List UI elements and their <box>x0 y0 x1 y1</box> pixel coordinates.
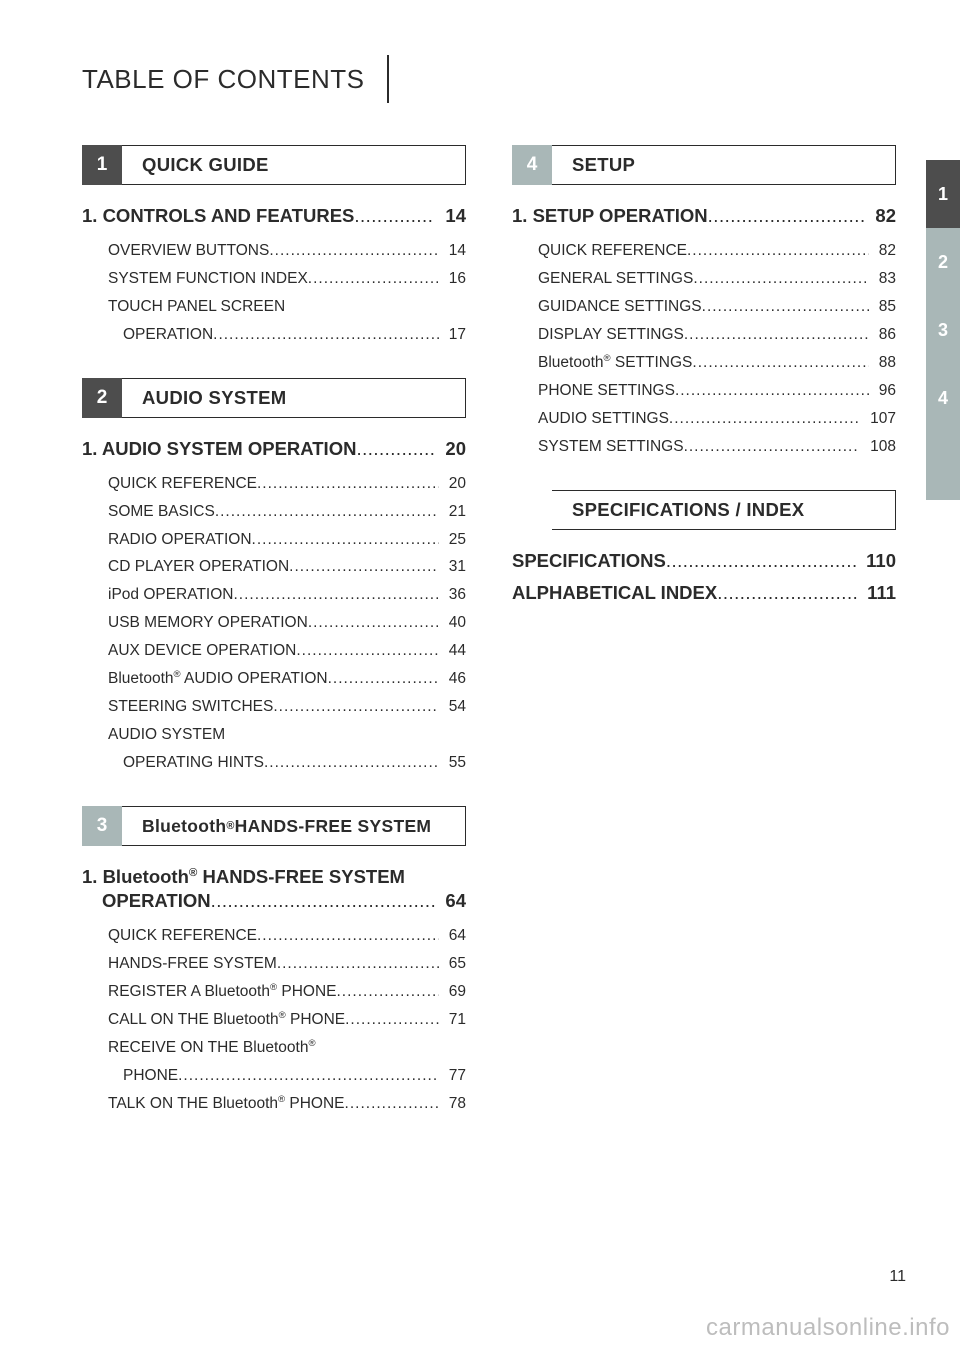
toc-entry: QUICK REFERENCE ........................… <box>538 241 896 262</box>
toc-entry: CD PLAYER OPERATION ....................… <box>108 557 466 578</box>
toc-entry: GENERAL SETTINGS .......................… <box>538 269 896 290</box>
left-column: 1 QUICK GUIDE 1. CONTROLS AND FEATURES .… <box>82 145 466 1147</box>
section-tab-setup: 4 SETUP <box>512 145 896 185</box>
toc-entry: PHONE SETTINGS .........................… <box>538 381 896 402</box>
toc-entry: Bluetooth® AUDIO OPERATION .............… <box>108 669 466 690</box>
section-tab-bluetooth-handsfree: 3 Bluetooth® HANDS-FREE SYSTEM <box>82 806 466 846</box>
toc-entry: SYSTEM FUNCTION INDEX ..................… <box>108 269 466 290</box>
index-entry: ALPHABETICAL INDEX .....................… <box>512 582 896 604</box>
page-header: TABLE OF CONTENTS <box>82 55 920 103</box>
side-tab-3[interactable]: 3 <box>926 296 960 364</box>
chapter-heading: 1. AUDIO SYSTEM OPERATION ..............… <box>82 438 466 460</box>
side-tab-5[interactable] <box>926 432 960 500</box>
toc-entry: CALL ON THE Bluetooth® PHONE ...........… <box>108 1010 466 1031</box>
section-number: 1 <box>82 145 122 185</box>
page-number: 11 <box>889 1268 906 1286</box>
toc-entry: RADIO OPERATION ........................… <box>108 530 466 551</box>
section-tab-specifications-index: SPECIFICATIONS / INDEX <box>512 490 896 530</box>
toc-entry: AUDIO SYSTEM <box>108 725 466 746</box>
section-title: SPECIFICATIONS / INDEX <box>568 490 895 530</box>
chapter-heading: 1. Bluetooth® HANDS-FREE SYSTEMOPERATION… <box>82 866 466 912</box>
toc-entry: SOME BASICS ............................… <box>108 502 466 523</box>
toc-entry: TALK ON THE Bluetooth® PHONE ...........… <box>108 1094 466 1115</box>
toc-entry: iPod OPERATION .........................… <box>108 585 466 606</box>
toc-entry: GUIDANCE SETTINGS ......................… <box>538 297 896 318</box>
side-tab-2[interactable]: 2 <box>926 228 960 296</box>
index-entry: SPECIFICATIONS .........................… <box>512 550 896 572</box>
toc-entry: OVERVIEW BUTTONS .......................… <box>108 241 466 262</box>
header-divider <box>387 55 389 103</box>
entry-list: QUICK REFERENCE ........................… <box>538 241 896 458</box>
toc-entry: Bluetooth® SETTINGS ....................… <box>538 353 896 374</box>
section-number: 2 <box>82 378 122 418</box>
toc-entry-cont: OPERATION ..............................… <box>108 325 466 346</box>
toc-entry: RECEIVE ON THE Bluetooth® <box>108 1038 466 1059</box>
section-title: SETUP <box>568 145 895 185</box>
section-tab-quick-guide: 1 QUICK GUIDE <box>82 145 466 185</box>
toc-entry-cont: PHONE ..................................… <box>108 1066 466 1087</box>
entry-list: QUICK REFERENCE ........................… <box>108 926 466 1115</box>
content-columns: 1 QUICK GUIDE 1. CONTROLS AND FEATURES .… <box>82 145 920 1147</box>
toc-entry: AUDIO SETTINGS .........................… <box>538 409 896 430</box>
section-title: QUICK GUIDE <box>138 145 465 185</box>
section-tab-audio-system: 2 AUDIO SYSTEM <box>82 378 466 418</box>
toc-entry: HANDS-FREE SYSTEM ......................… <box>108 954 466 975</box>
chapter-heading: 1. CONTROLS AND FEATURES ...............… <box>82 205 466 227</box>
section-number: 4 <box>512 145 552 185</box>
entry-list: OVERVIEW BUTTONS .......................… <box>108 241 466 346</box>
section-title: Bluetooth® HANDS-FREE SYSTEM <box>138 806 465 846</box>
toc-entry: QUICK REFERENCE ........................… <box>108 926 466 947</box>
toc-entry: QUICK REFERENCE ........................… <box>108 474 466 495</box>
side-tabs: 1 2 3 4 <box>926 160 960 500</box>
section-number: 3 <box>82 806 122 846</box>
page: TABLE OF CONTENTS 1 QUICK GUIDE 1. CONTR… <box>0 0 960 1360</box>
side-tab-4[interactable]: 4 <box>926 364 960 432</box>
toc-entry: REGISTER A Bluetooth® PHONE ............… <box>108 982 466 1003</box>
chapter-heading: 1. SETUP OPERATION .....................… <box>512 205 896 227</box>
side-tab-1[interactable]: 1 <box>926 160 960 228</box>
toc-entry: TOUCH PANEL SCREEN <box>108 297 466 318</box>
toc-entry: DISPLAY SETTINGS .......................… <box>538 325 896 346</box>
toc-entry: USB MEMORY OPERATION ...................… <box>108 613 466 634</box>
toc-entry-cont: OPERATING HINTS ........................… <box>108 753 466 774</box>
watermark: carmanualsonline.info <box>706 1314 950 1342</box>
right-column: 4 SETUP 1. SETUP OPERATION .............… <box>512 145 896 1147</box>
toc-entry: SYSTEM SETTINGS ........................… <box>538 437 896 458</box>
entry-list: QUICK REFERENCE ........................… <box>108 474 466 774</box>
section-title: AUDIO SYSTEM <box>138 378 465 418</box>
page-title: TABLE OF CONTENTS <box>82 55 387 103</box>
section-number <box>512 490 552 530</box>
toc-entry: AUX DEVICE OPERATION ...................… <box>108 641 466 662</box>
toc-entry: STEERING SWITCHES ......................… <box>108 697 466 718</box>
